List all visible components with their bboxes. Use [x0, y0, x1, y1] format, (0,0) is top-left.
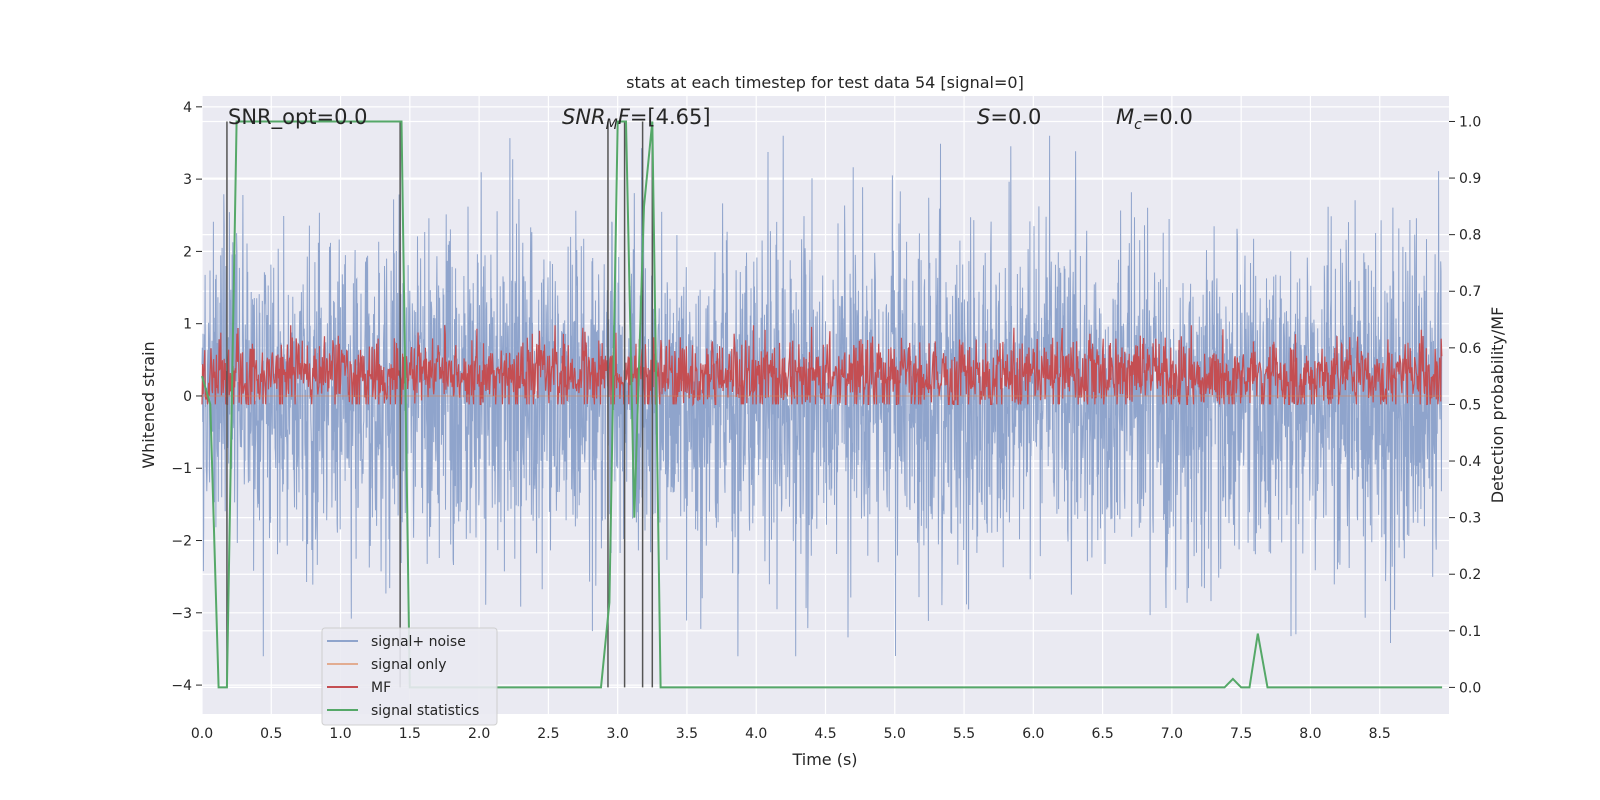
legend-label-signal-only: signal only: [371, 657, 446, 673]
y2-tick-label-6: 0.6: [1459, 341, 1481, 357]
y2-tick-label-8: 0.8: [1459, 228, 1481, 244]
x-tick-label-7: 3.5: [676, 726, 698, 742]
y-tick-label-1: −3: [171, 606, 192, 622]
y-tick-label-5: 1: [183, 317, 192, 333]
x-tick-label-4: 2.0: [468, 726, 490, 742]
legend: signal+ noise signal only MF signal stat…: [321, 627, 498, 726]
line-signal-statistics: [201, 120, 1443, 689]
annotation-snr-mf: SNRMF=[4.65]: [562, 105, 711, 133]
y-tick-label-7: 3: [183, 172, 192, 188]
y2-tick-label-5: 0.5: [1459, 397, 1481, 413]
y2-tick-label-7: 0.7: [1459, 284, 1481, 300]
y-tick-label-6: 2: [183, 244, 192, 260]
x-tick-label-17: 8.5: [1369, 726, 1391, 742]
x-tick-label-5: 2.5: [537, 726, 559, 742]
y2-tick-label-4: 0.4: [1459, 454, 1481, 470]
x-axis-ticks: 0.0 0.5 1.0 1.5 2.0 2.5 3.0 3.5 4.0 4.5 5.0 5.5 6.0 6…: [191, 726, 1391, 742]
x-tick-label-11: 5.5: [953, 726, 975, 742]
chart-title: stats at each timestep for test data 54 …: [626, 73, 1024, 92]
x-tick-label-8: 4.0: [745, 726, 767, 742]
y2-tick-label-3: 0.3: [1459, 511, 1481, 527]
annotations: SNR_opt=0.0 SNRMF=[4.65] S=0.0 Mc=0.0: [228, 105, 1193, 133]
x-axis-label: Time (s): [791, 750, 857, 769]
x-tick-label-0: 0.0: [191, 726, 213, 742]
legend-box: [321, 627, 498, 726]
y2-tick-label-2: 0.2: [1459, 567, 1481, 583]
legend-label-noise: signal+ noise: [371, 634, 466, 650]
series-signal-statistics: [201, 120, 1443, 689]
x-tick-label-14: 7.0: [1161, 726, 1183, 742]
y2-tick-label-9: 0.9: [1459, 171, 1481, 187]
x-tick-label-13: 6.5: [1091, 726, 1113, 742]
y-tick-label-2: −2: [171, 534, 192, 550]
x-tick-label-16: 8.0: [1299, 726, 1321, 742]
y-tick-label-3: −1: [171, 461, 192, 477]
legend-label-stats: signal statistics: [371, 703, 479, 719]
annotation-mc: Mc=0.0: [1116, 105, 1193, 133]
legend-label-mf: MF: [371, 680, 391, 696]
y2-tick-label-0: 0.0: [1459, 680, 1481, 696]
x-tick-label-2: 1.0: [329, 726, 351, 742]
x-tick-label-3: 1.5: [399, 726, 421, 742]
x-tick-label-1: 0.5: [260, 726, 282, 742]
y2-axis-label: Detection probability/MF: [1488, 307, 1507, 504]
y2-axis-ticks: 0.0 0.1 0.2 0.3 0.4 0.5 0.6 0.7 0.8 0.9 1.0: [1449, 114, 1481, 696]
y-axis-label: Whitened strain: [139, 341, 158, 468]
y2-tick-label-10: 1.0: [1459, 114, 1481, 130]
x-tick-label-12: 6.0: [1022, 726, 1044, 742]
y-tick-label-0: −4: [171, 678, 192, 694]
y-tick-label-4: 0: [183, 389, 192, 405]
y-tick-label-8: 4: [183, 100, 192, 116]
annotation-snr-opt: SNR_opt=0.0: [228, 105, 368, 130]
x-tick-label-6: 3.0: [607, 726, 629, 742]
y2-tick-label-1: 0.1: [1459, 624, 1481, 640]
annotation-s: S=0.0: [977, 105, 1041, 129]
x-tick-label-9: 4.5: [814, 726, 836, 742]
vertical-markers: [226, 121, 654, 688]
x-tick-label-15: 7.5: [1230, 726, 1252, 742]
y-axis-ticks: −4 −3 −2 −1 0 1 2 3 4: [171, 100, 202, 694]
x-tick-label-10: 5.0: [884, 726, 906, 742]
